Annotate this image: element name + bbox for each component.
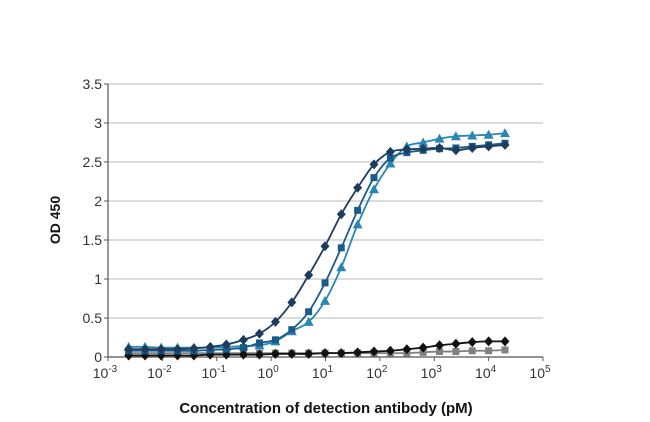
square-marker [452,348,460,356]
triangle-marker [336,262,347,272]
series-1-diamond [124,139,510,355]
triangle-marker [320,295,331,305]
x-tick-label: 100 [258,364,280,381]
triangle-marker [499,128,510,138]
x-tick-label: 103 [421,364,443,381]
x-tick-label: 102 [366,364,388,381]
y-tick-label: 2 [94,193,102,209]
diamond-marker [238,349,248,360]
diamond-marker [270,348,280,359]
triangle-marker [467,130,478,140]
diamond-marker [435,142,445,153]
diamond-marker [418,143,428,154]
diamond-marker [451,145,461,156]
diamond-marker [451,338,461,349]
square-marker [501,346,509,354]
y-tick-labels: 0 0.5 1 1.5 2 2.5 3 3.5 [83,76,103,365]
x-tick-label: 10-3 [93,364,118,381]
x-tick-label: 10-2 [147,364,172,381]
y-tick-label: 2.5 [83,154,103,170]
diamond-marker [500,336,510,347]
diamond-marker [304,348,314,359]
diamond-marker [336,348,346,359]
series-2-square-line [128,142,506,352]
y-tick-label: 1.5 [83,232,103,248]
square-marker [305,308,313,316]
square-marker [468,347,476,355]
y-axis-label: OD 450 [47,196,63,244]
triangle-marker [385,158,396,168]
diamond-marker [238,334,248,345]
triangle-marker [303,316,314,326]
y-tick-label: 3 [94,115,102,131]
square-marker [321,279,329,287]
diamond-marker [320,348,330,359]
y-tick-label: 3.5 [83,76,103,92]
diamond-marker [124,344,134,355]
square-marker [354,206,362,214]
diamond-marker [500,139,510,150]
y-tick-label: 0.5 [83,310,103,326]
diamond-marker [221,339,231,350]
square-marker [436,348,444,356]
diamond-marker [369,346,379,357]
x-axis-label: Concentration of detection antibody (pM) [179,400,472,417]
square-marker [485,347,493,355]
y-tick-label: 1 [94,271,102,287]
diamond-marker [304,270,314,281]
axes [104,83,544,361]
diamond-marker [385,146,395,157]
diamond-marker [467,337,477,348]
square-marker [370,174,378,182]
diamond-marker [353,182,363,193]
square-marker [288,326,296,334]
diamond-marker [140,344,150,355]
x-tick-label: 10-1 [202,364,227,381]
triangle-marker [483,129,494,139]
triangle-marker [434,133,445,143]
diamond-marker [336,209,346,220]
diamond-marker [402,344,412,355]
series-group [123,128,510,361]
x-tick-label: 105 [529,364,551,381]
diamond-marker [287,297,297,308]
triangle-marker [369,184,380,194]
triangle-marker [352,219,363,229]
diamond-marker [353,347,363,358]
diamond-marker [156,344,166,355]
diamond-marker [254,349,264,360]
diamond-marker [402,144,412,155]
square-marker [239,344,247,352]
diamond-marker [418,342,428,353]
square-marker [386,154,394,162]
diamond-marker [385,345,395,356]
diamond-marker [320,241,330,252]
series-2-square [125,139,509,355]
diamond-marker [484,336,494,347]
gridlines [108,83,543,319]
diamond-marker [205,341,215,352]
x-tick-label: 101 [312,364,334,381]
diamond-marker [484,141,494,152]
diamond-marker [270,316,280,327]
diamond-marker [369,159,379,170]
diamond-marker [254,328,264,339]
x-tick-labels: 10-3 10-2 10-1 100 101 102 103 104 105 [93,364,551,381]
diamond-marker [287,348,297,359]
diamond-marker [173,344,183,355]
diamond-marker [435,340,445,351]
triangle-marker [418,137,429,147]
x-tick-label: 104 [475,364,497,381]
diamond-marker [467,142,477,153]
triangle-marker [450,131,461,141]
y-tick-label: 0 [94,349,102,365]
square-marker [255,339,263,347]
square-marker [271,336,279,344]
diamond-marker [189,343,199,354]
square-marker [337,244,345,252]
